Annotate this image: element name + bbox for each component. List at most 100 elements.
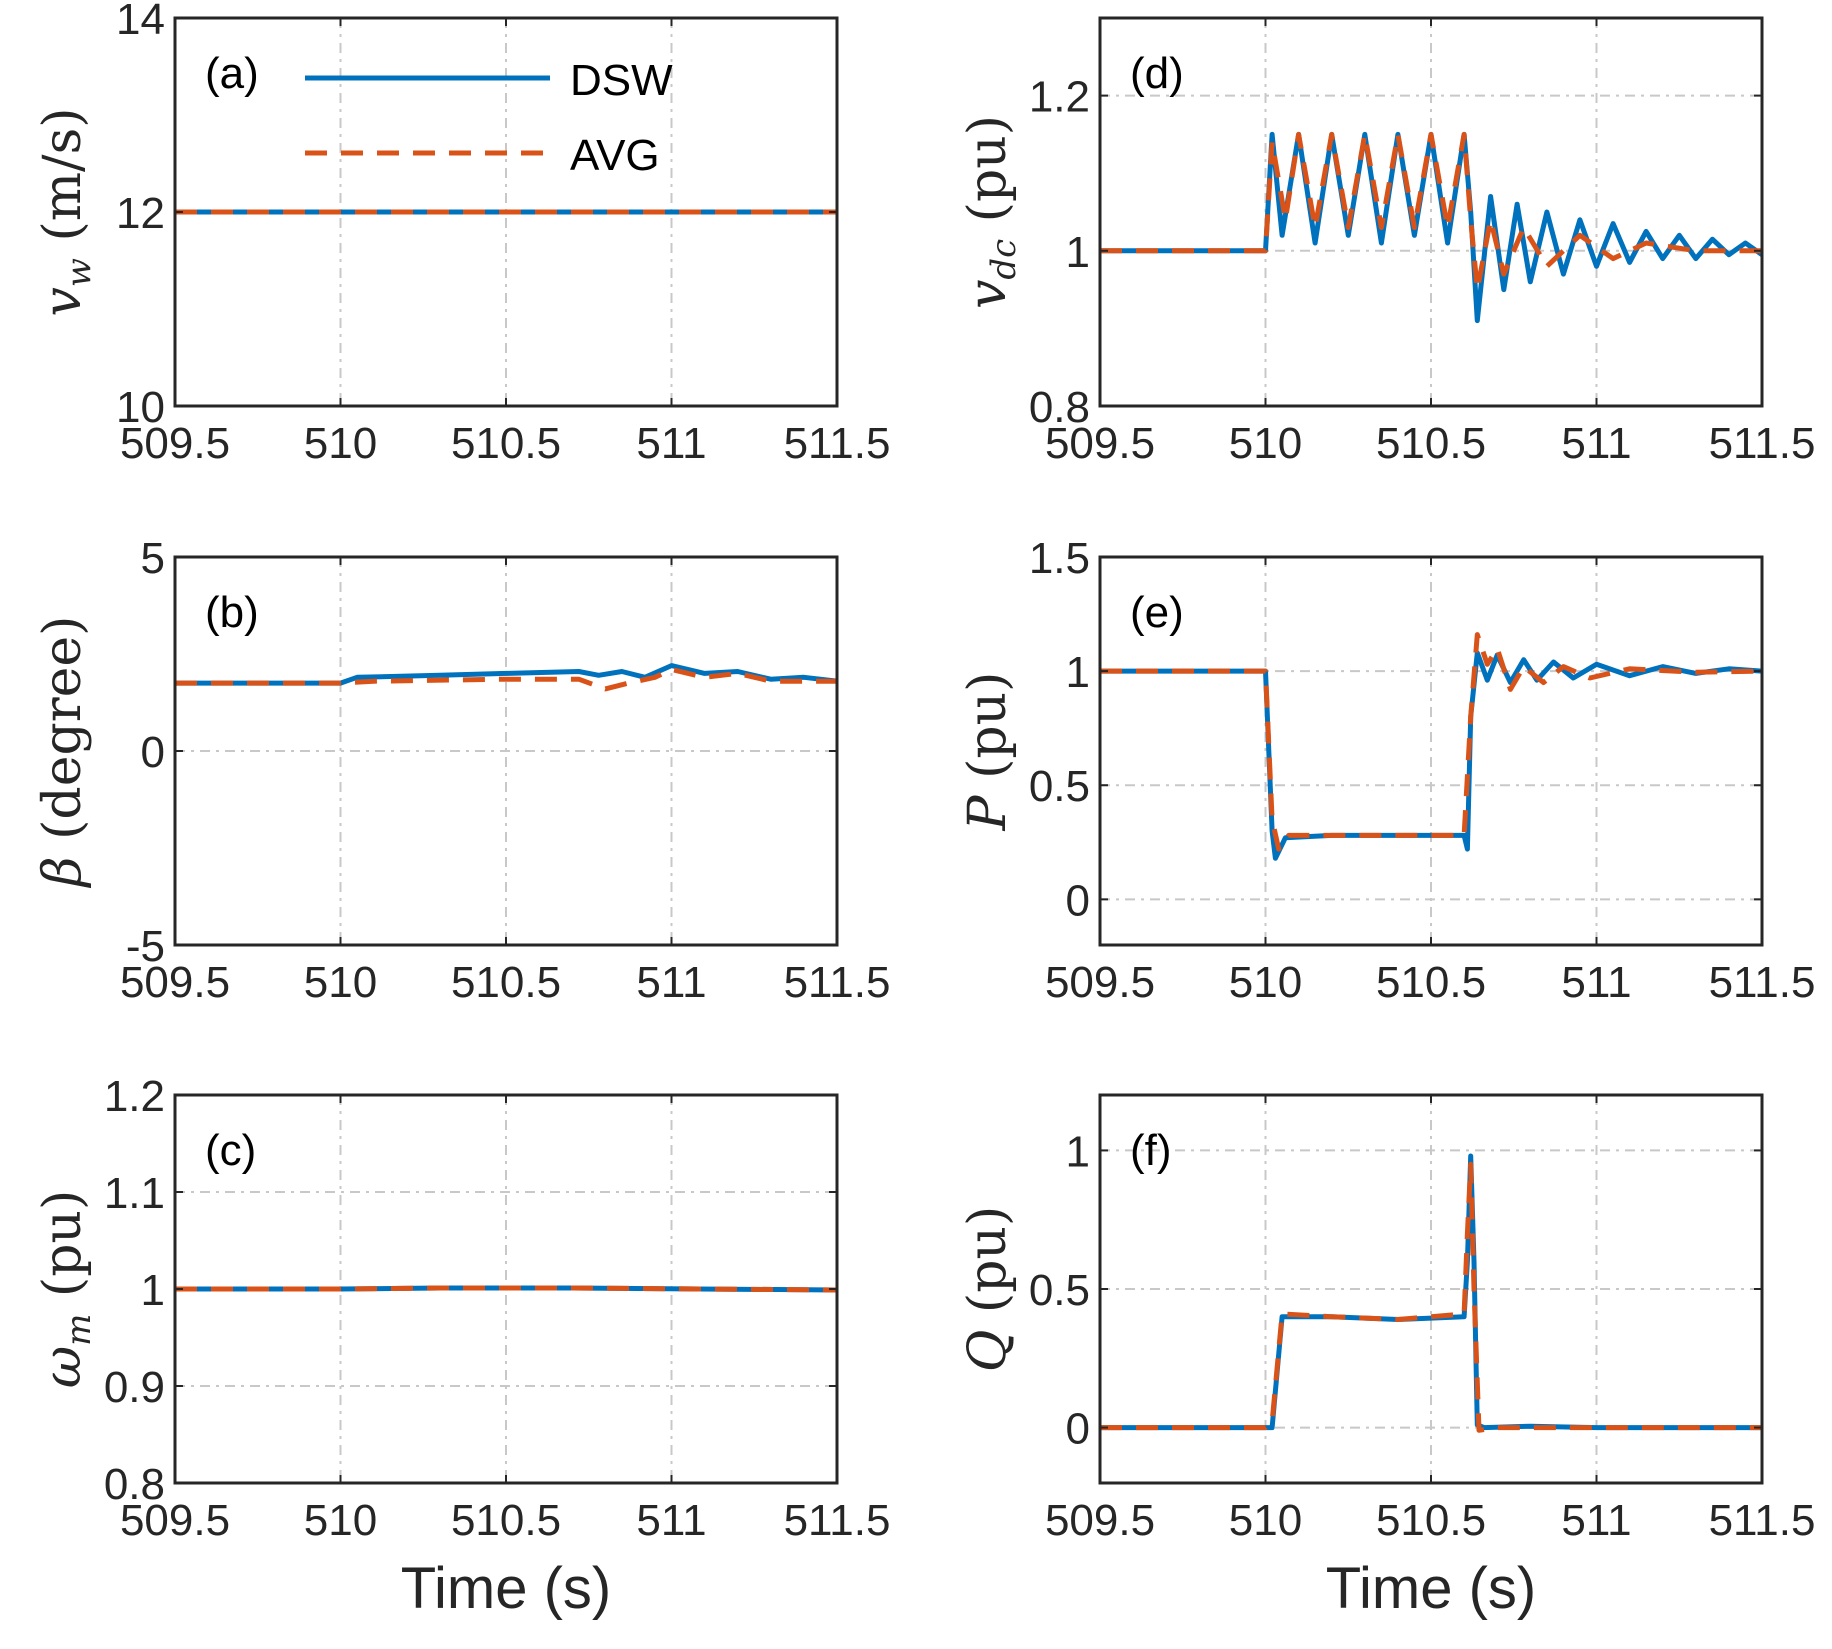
- series-group: [1100, 1153, 1762, 1433]
- y-tick-label: 0.5: [1029, 1266, 1090, 1315]
- x-tick-label: 509.5: [120, 1496, 230, 1545]
- y-axis-symbol: P: [958, 794, 1018, 831]
- series-avg-line: [1100, 632, 1762, 852]
- series-avg-line: [175, 667, 837, 692]
- y-tick-label: 0.5: [1029, 762, 1090, 811]
- y-tick-label: 1.1: [104, 1169, 165, 1218]
- y-axis-unit: (pu): [958, 115, 1018, 239]
- series-group: [1100, 131, 1762, 324]
- series-dsw-line: [1100, 650, 1762, 861]
- y-tick-label: 12: [116, 189, 165, 238]
- x-tick-label: 509.5: [1045, 1496, 1155, 1545]
- panel-label: (c): [205, 1126, 256, 1175]
- x-tick-label: 511: [1561, 958, 1631, 1007]
- x-tick-label: 510.5: [1376, 958, 1486, 1007]
- y-tick-label: 10: [116, 383, 165, 432]
- y-axis-label: vw (m/s): [33, 107, 99, 316]
- y-tick-label: 1: [1066, 228, 1090, 277]
- y-tick-label: 0: [1066, 1405, 1090, 1454]
- y-axis-unit: (pu): [958, 672, 1018, 796]
- x-tick-label: 510.5: [451, 419, 561, 468]
- series-avg-line: [1100, 1161, 1762, 1433]
- y-axis-label: ωm (pu): [33, 1190, 99, 1389]
- x-tick-label: 511: [1561, 419, 1631, 468]
- panel-c: 509.5 510 510.5 511 511.5 0.8 0.9 1 1.1 1.2 ωm (pu…: [33, 1072, 890, 1621]
- x-tick-label: 510: [1229, 1496, 1302, 1545]
- x-tick-label: 509.5: [1045, 958, 1155, 1007]
- x-tick-label: 511: [636, 958, 706, 1007]
- y-axis-subscript: w: [59, 258, 99, 287]
- x-tick-label: 510.5: [1376, 419, 1486, 468]
- series-avg-line: [175, 1285, 837, 1293]
- x-tick-label: 510: [304, 958, 377, 1007]
- legend: DSW AVG: [305, 56, 673, 180]
- x-tick-label: 510.5: [451, 958, 561, 1007]
- panel-f: 509.5 510 510.5 511 511.5 0 0.5 1 Q (pu) (f) Time …: [958, 1093, 1816, 1621]
- y-axis-label: β (degree): [33, 616, 93, 889]
- y-tick-label: 0: [141, 728, 165, 777]
- series-group: [175, 1285, 837, 1293]
- y-tick-label: 0: [1066, 876, 1090, 925]
- x-tick-label: 511.5: [784, 1496, 891, 1545]
- legend-dsw-label: DSW: [570, 56, 673, 105]
- y-tick-label: 0.9: [104, 1363, 165, 1412]
- x-tick-label: 511.5: [1709, 419, 1816, 468]
- y-axis-symbol: Q: [958, 1330, 1018, 1373]
- y-tick-label: 1: [1066, 1127, 1090, 1176]
- series-avg-line: [1100, 131, 1762, 293]
- y-tick-label: 1: [1066, 648, 1090, 697]
- y-axis-symbol: β: [33, 856, 93, 888]
- x-tick-label: 511.5: [1709, 958, 1816, 1007]
- y-tick-label: 14: [116, 0, 165, 44]
- y-axis-subscript: m: [59, 1314, 99, 1346]
- y-tick-label: 0.8: [104, 1460, 165, 1509]
- x-tick-label: 510.5: [451, 1496, 561, 1545]
- y-tick-label: -5: [126, 922, 165, 971]
- series-group: [1100, 632, 1762, 861]
- y-tick-label: 1.2: [104, 1072, 165, 1121]
- x-tick-label: 509.5: [120, 958, 230, 1007]
- panel-a: 509.5 510 510.5 511 511.5 10 12 14 vw (m/s) (a) DS…: [33, 0, 890, 468]
- x-axis-label: Time (s): [401, 1556, 611, 1621]
- x-tick-label: 510: [304, 1496, 377, 1545]
- panel-label: (f): [1130, 1126, 1172, 1175]
- x-tick-label: 509.5: [120, 419, 230, 468]
- y-axis-symbol: v: [33, 287, 93, 316]
- y-axis-symbol: ω: [33, 1346, 93, 1388]
- y-axis-symbol: v: [958, 280, 1018, 309]
- y-tick-label: 1.2: [1029, 73, 1090, 122]
- y-tick-label: 0.8: [1029, 383, 1090, 432]
- panel-label: (e): [1130, 588, 1184, 637]
- y-tick-label: 1.5: [1029, 534, 1090, 583]
- x-tick-label: 511: [636, 419, 706, 468]
- legend-avg-label: AVG: [570, 131, 660, 180]
- x-tick-label: 510: [1229, 419, 1302, 468]
- plot-area: [1100, 18, 1762, 406]
- x-tick-label: 510.5: [1376, 1496, 1486, 1545]
- y-axis-unit: (m/s): [33, 107, 93, 258]
- x-tick-label: 511: [636, 1496, 706, 1545]
- y-axis-unit: (pu): [33, 1190, 93, 1314]
- series-group: [175, 663, 837, 692]
- y-axis-subscript: dc: [984, 239, 1024, 280]
- y-axis-label: P (pu): [958, 672, 1018, 832]
- panel-e: 509.5 510 510.5 511 511.5 0 0.5 1 1.5 P (pu) (e): [958, 534, 1815, 1007]
- x-tick-label: 509.5: [1045, 419, 1155, 468]
- x-axis-label: Time (s): [1326, 1556, 1536, 1621]
- x-tick-label: 511.5: [1709, 1496, 1816, 1545]
- y-tick-label: 1: [141, 1266, 165, 1315]
- y-axis-label: Q (pu): [958, 1206, 1018, 1373]
- x-tick-label: 510: [304, 419, 377, 468]
- y-axis-unit: (pu): [958, 1206, 1018, 1330]
- panel-label: (a): [205, 49, 259, 98]
- panel-label: (d): [1130, 49, 1184, 98]
- panel-label: (b): [205, 588, 259, 637]
- x-tick-label: 511: [1561, 1496, 1631, 1545]
- x-tick-label: 511.5: [784, 419, 891, 468]
- x-tick-label: 510: [1229, 958, 1302, 1007]
- panel-b: 509.5 510 510.5 511 511.5 -5 0 5 β (degree) (b): [33, 534, 890, 1007]
- y-axis-unit: (degree): [33, 616, 93, 857]
- y-axis-label: vdc (pu): [958, 115, 1024, 309]
